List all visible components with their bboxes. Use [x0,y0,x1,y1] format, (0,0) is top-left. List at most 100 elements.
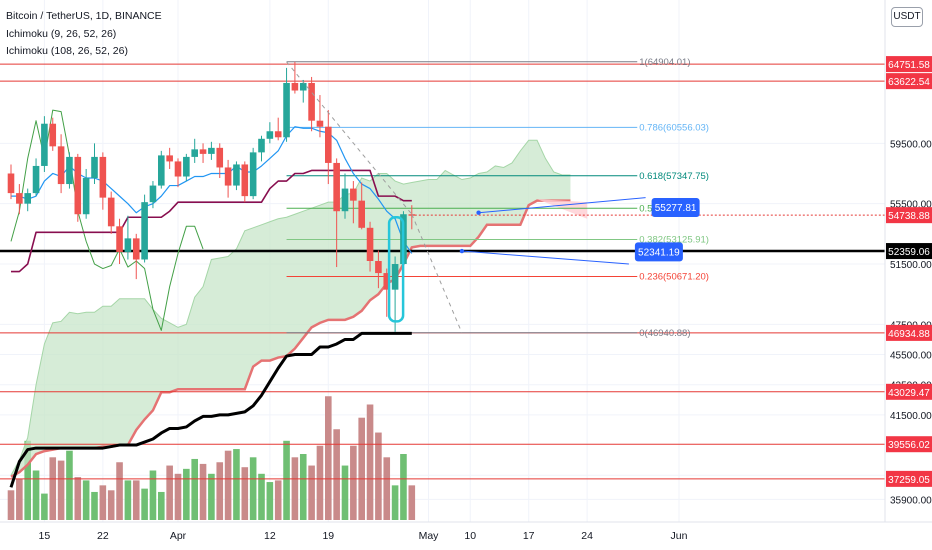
candle-body-6 [57,146,65,185]
x-tick-label-8: 24 [581,530,593,542]
trendline-3 [461,250,629,265]
currency-button[interactable]: USDT [891,7,923,27]
fib-label-2: 0.618(57347.75) [639,171,709,182]
y-tick-label-2: 51500.00 [890,260,932,271]
candle-body-34 [291,82,299,91]
volume-bar-6 [57,460,65,520]
trendline-anchor-1 [459,248,465,254]
x-tick-label-4: 19 [322,530,334,542]
volume-bar-12 [107,490,115,520]
price-badge-label-4: 46934.88 [888,329,930,340]
volume-bar-33 [283,440,290,520]
volume-bar-27 [233,449,240,520]
y-tick-label-4: 45500.00 [890,351,932,362]
volume-bar-35 [299,454,307,520]
volume-bar-25 [216,462,224,520]
volume-bar-26 [224,450,232,520]
annotation-label-1: 52341.19 [638,247,680,258]
volume-bar-19 [166,465,173,520]
candle-body-36 [308,82,315,121]
volume-bar-5 [49,457,57,520]
slow-kijun-line [9,331,412,488]
volume-bar-10 [91,491,98,520]
candle-body-14 [124,238,132,252]
candle-body-8 [74,156,82,215]
candle-body-46 [391,264,399,290]
candle-body-43 [366,227,374,261]
price-badge-label-0: 64751.58 [888,60,930,71]
x-tick-label-2: Apr [170,530,187,542]
candle-body-19 [166,155,173,162]
candle-body-31 [266,131,274,139]
volume-layer [7,396,416,520]
candle-body-11 [99,156,107,198]
indicator-ichimoku-fast[interactable]: Ichimoku (9, 26, 52, 26) [6,28,117,40]
candle-body-23 [199,149,207,154]
kijun-sen-line [11,169,412,273]
trendline-0 [286,61,413,215]
fib-label-4: 0.382(53125.91) [639,234,709,245]
volume-bar-21 [183,468,190,520]
candle-body-33 [283,82,290,138]
volume-bar-39 [333,429,340,520]
candle-body-32 [274,131,282,138]
volume-bar-34 [291,457,299,520]
volume-bar-44 [375,432,382,520]
volume-bar-37 [316,445,324,520]
candle-body-24 [208,147,215,154]
price-badge-label-3: 52359.06 [888,247,930,258]
candle-body-3 [32,165,40,194]
symbol-title[interactable]: Bitcoin / TetherUS, 1D, BINANCE [6,10,162,22]
candle-body-9 [82,178,90,215]
price-badge-7 [886,470,932,487]
volume-bar-4 [41,493,48,520]
price-badge-0 [886,56,932,73]
volume-bar-9 [82,480,90,520]
candles-layer [7,61,416,332]
candle-body-2 [24,193,31,204]
x-tick-label-6: 10 [464,530,476,542]
candle-body-25 [216,147,224,168]
x-tick-label-5: May [419,530,440,542]
x-tick-label-3: 12 [264,530,276,542]
volume-bar-2 [24,440,31,520]
candle-body-27 [233,164,240,186]
fib-label-5: 0.236(50671.20) [639,272,709,283]
x-tick-label-9: Jun [671,530,688,542]
volume-bar-11 [99,485,107,520]
candle-body-13 [116,226,123,252]
price-badge-1 [886,73,932,90]
price-badge-5 [886,383,932,400]
volume-bar-28 [241,467,249,520]
trendline-2 [478,197,646,214]
candle-body-37 [316,120,324,127]
fib-label-6: 0(46940.88) [639,328,690,339]
volume-bar-31 [266,482,274,520]
candle-body-40 [341,188,349,212]
y-tick-label-0: 59500.00 [890,139,932,150]
candle-body-7 [66,156,73,185]
indicator-ichimoku-slow[interactable]: Ichimoku (108, 26, 52, 26) [6,45,128,57]
price-badge-label-2: 54738.88 [888,211,930,222]
candle-body-0 [7,173,15,194]
volume-bar-47 [400,454,407,520]
volume-bar-43 [366,404,374,520]
volume-bar-40 [341,465,349,520]
volume-bar-46 [391,485,399,520]
candle-body-45 [383,273,391,290]
volume-bar-13 [116,462,123,520]
price-badge-4 [886,324,932,341]
volume-bar-0 [7,490,15,520]
candle-body-10 [91,156,98,179]
annotation-box-1 [634,242,683,262]
senkou-span-a-line [10,139,571,476]
y-tick-label-1: 55500.00 [890,200,932,211]
price-badge-label-7: 37259.05 [888,475,930,486]
volume-bar-3 [32,470,40,520]
volume-bar-45 [383,457,391,520]
volume-bar-20 [174,473,182,520]
candle-body-29 [249,152,257,197]
candle-body-41 [350,188,357,201]
price-badge-label-5: 43029.47 [888,388,930,399]
